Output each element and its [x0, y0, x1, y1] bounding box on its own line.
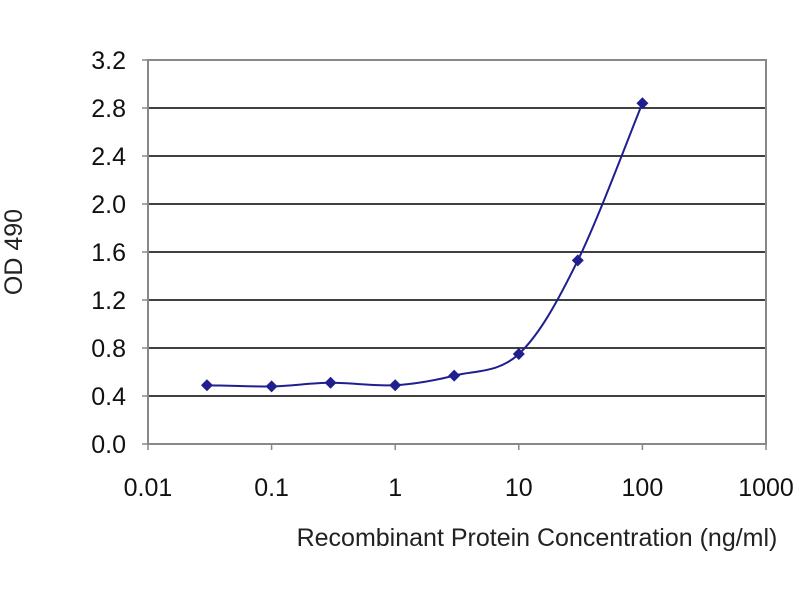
x-tick-label: 0.1 [254, 474, 289, 502]
y-tick-label: 2.4 [91, 143, 126, 171]
data-points [200, 97, 649, 393]
data-point [512, 348, 525, 360]
x-axis-title: Recombinant Protein Concentration (ng/ml… [297, 524, 778, 552]
x-tick-label: 100 [622, 474, 664, 502]
y-tick-label: 0.8 [91, 335, 126, 363]
fit-curve [206, 102, 644, 388]
data-point [571, 254, 584, 267]
x-tick-label: 1 [388, 474, 402, 502]
y-axis-title: OD 490 [0, 209, 28, 295]
y-tick-label: 2.8 [91, 95, 126, 123]
x-tick-label: 0.01 [124, 474, 173, 502]
y-tick-label: 0.4 [91, 383, 126, 411]
y-tick-label: 1.6 [91, 239, 126, 267]
x-tick-label: 1000 [738, 474, 794, 502]
data-point [389, 379, 402, 392]
y-tick-label: 1.2 [91, 287, 126, 315]
y-tick-label: 2.0 [91, 191, 126, 219]
data-point [200, 379, 213, 392]
axis-ticks [142, 59, 767, 450]
x-tick-label: 10 [505, 474, 533, 502]
x-tick-labels: 0.01 0.1 1 10 100 1000 [124, 474, 794, 502]
y-tick-label: 0.0 [91, 431, 126, 459]
y-tick-labels: 0.0 0.4 0.8 1.2 1.6 2.0 2.4 2.8 3.2 [91, 47, 126, 459]
data-point [324, 376, 337, 389]
y-tick-label: 3.2 [91, 47, 126, 75]
data-point [636, 97, 649, 110]
data-point [448, 369, 461, 382]
grid [148, 107, 766, 397]
data-point [265, 380, 278, 393]
